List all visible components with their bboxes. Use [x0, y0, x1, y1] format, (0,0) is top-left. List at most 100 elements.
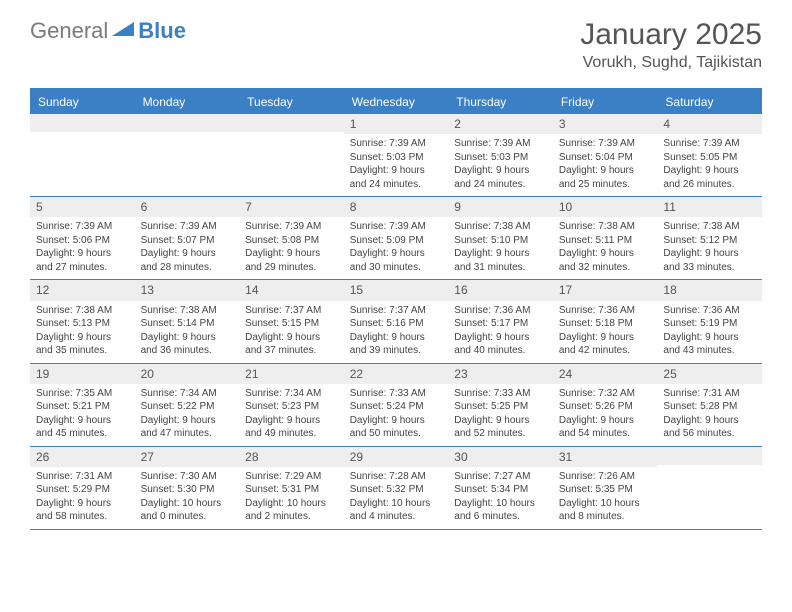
day-body: Sunrise: 7:31 AMSunset: 5:28 PMDaylight:…: [657, 384, 762, 446]
day-body: Sunrise: 7:39 AMSunset: 5:07 PMDaylight:…: [135, 217, 240, 279]
sunrise-line: Sunrise: 7:36 AM: [559, 304, 652, 318]
day-number: 29: [344, 447, 449, 467]
day-cell-11: 11Sunrise: 7:38 AMSunset: 5:12 PMDayligh…: [657, 197, 762, 279]
sunset-line: Sunset: 5:04 PM: [559, 151, 652, 165]
day-number: 8: [344, 197, 449, 217]
day-cell-4: 4Sunrise: 7:39 AMSunset: 5:05 PMDaylight…: [657, 114, 762, 196]
day-cell-20: 20Sunrise: 7:34 AMSunset: 5:22 PMDayligh…: [135, 364, 240, 446]
sunset-line: Sunset: 5:11 PM: [559, 234, 652, 248]
sunrise-line: Sunrise: 7:30 AM: [141, 470, 234, 484]
sunset-line: Sunset: 5:09 PM: [350, 234, 443, 248]
day-body: Sunrise: 7:39 AMSunset: 5:09 PMDaylight:…: [344, 217, 449, 279]
daylight-line: Daylight: 9 hours and 49 minutes.: [245, 414, 338, 441]
day-number: 25: [657, 364, 762, 384]
day-cell-26: 26Sunrise: 7:31 AMSunset: 5:29 PMDayligh…: [30, 447, 135, 529]
sunset-line: Sunset: 5:34 PM: [454, 483, 547, 497]
sunrise-line: Sunrise: 7:38 AM: [559, 220, 652, 234]
sunrise-line: Sunrise: 7:29 AM: [245, 470, 338, 484]
day-number: 31: [553, 447, 658, 467]
week-row: 1Sunrise: 7:39 AMSunset: 5:03 PMDaylight…: [30, 114, 762, 197]
sunset-line: Sunset: 5:10 PM: [454, 234, 547, 248]
sunset-line: Sunset: 5:22 PM: [141, 400, 234, 414]
sunset-line: Sunset: 5:13 PM: [36, 317, 129, 331]
day-body: Sunrise: 7:32 AMSunset: 5:26 PMDaylight:…: [553, 384, 658, 446]
day-number: 26: [30, 447, 135, 467]
daylight-line: Daylight: 9 hours and 50 minutes.: [350, 414, 443, 441]
logo: General Blue: [30, 18, 186, 44]
sunrise-line: Sunrise: 7:39 AM: [663, 137, 756, 151]
day-number: 19: [30, 364, 135, 384]
sunrise-line: Sunrise: 7:37 AM: [350, 304, 443, 318]
day-number: 4: [657, 114, 762, 134]
sunrise-line: Sunrise: 7:34 AM: [245, 387, 338, 401]
day-body: Sunrise: 7:31 AMSunset: 5:29 PMDaylight:…: [30, 467, 135, 529]
sunrise-line: Sunrise: 7:39 AM: [559, 137, 652, 151]
day-cell-22: 22 Sunrise: 7:33 AMSunset: 5:24 PMDayligh…: [344, 364, 449, 446]
daylight-line: Daylight: 9 hours and 56 minutes.: [663, 414, 756, 441]
day-body: Sunrise: 7:29 AMSunset: 5:31 PMDaylight:…: [239, 467, 344, 529]
day-cell-12: 12Sunrise: 7:38 AMSunset: 5:13 PMDayligh…: [30, 280, 135, 362]
day-cell-13: 13Sunrise: 7:38 AMSunset: 5:14 PMDayligh…: [135, 280, 240, 362]
logo-triangle-icon: [112, 20, 136, 43]
day-cell-7: 7Sunrise: 7:39 AMSunset: 5:08 PMDaylight…: [239, 197, 344, 279]
day-cell-6: 6Sunrise: 7:39 AMSunset: 5:07 PMDaylight…: [135, 197, 240, 279]
daylight-line: Daylight: 9 hours and 29 minutes.: [245, 247, 338, 274]
week-row: 5Sunrise: 7:39 AMSunset: 5:06 PMDaylight…: [30, 197, 762, 280]
day-number: 24: [553, 364, 658, 384]
day-number: [239, 114, 344, 132]
day-number: 6: [135, 197, 240, 217]
sunrise-line: Sunrise: 7:31 AM: [663, 387, 756, 401]
sunset-line: Sunset: 5:24 PM: [350, 400, 443, 414]
sunrise-line: Sunrise: 7:33 AM: [350, 387, 443, 401]
sunrise-line: Sunrise: 7:38 AM: [36, 304, 129, 318]
sunrise-line: Sunrise: 7:28 AM: [350, 470, 443, 484]
day-number: 16: [448, 280, 553, 300]
days-of-week-row: SundayMondayTuesdayWednesdayThursdayFrid…: [30, 90, 762, 114]
day-body: Sunrise: 7:39 AMSunset: 5:03 PMDaylight:…: [448, 134, 553, 196]
day-cell-empty: [30, 114, 135, 196]
daylight-line: Daylight: 9 hours and 39 minutes.: [350, 331, 443, 358]
sunset-line: Sunset: 5:19 PM: [663, 317, 756, 331]
day-number: 14: [239, 280, 344, 300]
day-cell-27: 27Sunrise: 7:30 AMSunset: 5:30 PMDayligh…: [135, 447, 240, 529]
title-block: January 2025 Vorukh, Sughd, Tajikistan: [580, 18, 762, 72]
day-number: 22: [344, 364, 449, 384]
daylight-line: Daylight: 9 hours and 24 minutes.: [454, 164, 547, 191]
day-cell-16: 16Sunrise: 7:36 AMSunset: 5:17 PMDayligh…: [448, 280, 553, 362]
daylight-line: Daylight: 9 hours and 37 minutes.: [245, 331, 338, 358]
daylight-line: Daylight: 9 hours and 42 minutes.: [559, 331, 652, 358]
day-body: Sunrise: 7:36 AMSunset: 5:19 PMDaylight:…: [657, 301, 762, 363]
day-cell-empty: [135, 114, 240, 196]
sunrise-line: Sunrise: 7:38 AM: [454, 220, 547, 234]
day-body: Sunrise: 7:39 AMSunset: 5:03 PMDaylight:…: [344, 134, 449, 196]
sunset-line: Sunset: 5:06 PM: [36, 234, 129, 248]
sunrise-line: Sunrise: 7:38 AM: [663, 220, 756, 234]
sunrise-line: Sunrise: 7:39 AM: [141, 220, 234, 234]
day-number: 23: [448, 364, 553, 384]
day-cell-8: 8Sunrise: 7:39 AMSunset: 5:09 PMDaylight…: [344, 197, 449, 279]
sunrise-line: Sunrise: 7:31 AM: [36, 470, 129, 484]
sunrise-line: Sunrise: 7:32 AM: [559, 387, 652, 401]
dow-tuesday: Tuesday: [239, 90, 344, 114]
day-number: [30, 114, 135, 132]
dow-monday: Monday: [135, 90, 240, 114]
day-cell-25: 25Sunrise: 7:31 AMSunset: 5:28 PMDayligh…: [657, 364, 762, 446]
daylight-line: Daylight: 9 hours and 32 minutes.: [559, 247, 652, 274]
day-body: Sunrise: 7:33 AMSunset: 5:25 PMDaylight:…: [448, 384, 553, 446]
day-body: Sunrise: 7:37 AMSunset: 5:16 PMDaylight:…: [344, 301, 449, 363]
day-body: Sunrise: 7:38 AMSunset: 5:13 PMDaylight:…: [30, 301, 135, 363]
daylight-line: Daylight: 9 hours and 26 minutes.: [663, 164, 756, 191]
sunset-line: Sunset: 5:25 PM: [454, 400, 547, 414]
day-body: Sunrise: 7:36 AMSunset: 5:18 PMDaylight:…: [553, 301, 658, 363]
daylight-line: Daylight: 9 hours and 31 minutes.: [454, 247, 547, 274]
sunset-line: Sunset: 5:17 PM: [454, 317, 547, 331]
sunset-line: Sunset: 5:35 PM: [559, 483, 652, 497]
day-cell-31: 31Sunrise: 7:26 AMSunset: 5:35 PMDayligh…: [553, 447, 658, 529]
day-cell-30: 30Sunrise: 7:27 AMSunset: 5:34 PMDayligh…: [448, 447, 553, 529]
day-body: Sunrise: 7:27 AMSunset: 5:34 PMDaylight:…: [448, 467, 553, 529]
day-number: 30: [448, 447, 553, 467]
day-number: [657, 447, 762, 465]
day-body: Sunrise: 7:38 AMSunset: 5:14 PMDaylight:…: [135, 301, 240, 363]
day-cell-17: 17Sunrise: 7:36 AMSunset: 5:18 PMDayligh…: [553, 280, 658, 362]
daylight-line: Daylight: 9 hours and 54 minutes.: [559, 414, 652, 441]
